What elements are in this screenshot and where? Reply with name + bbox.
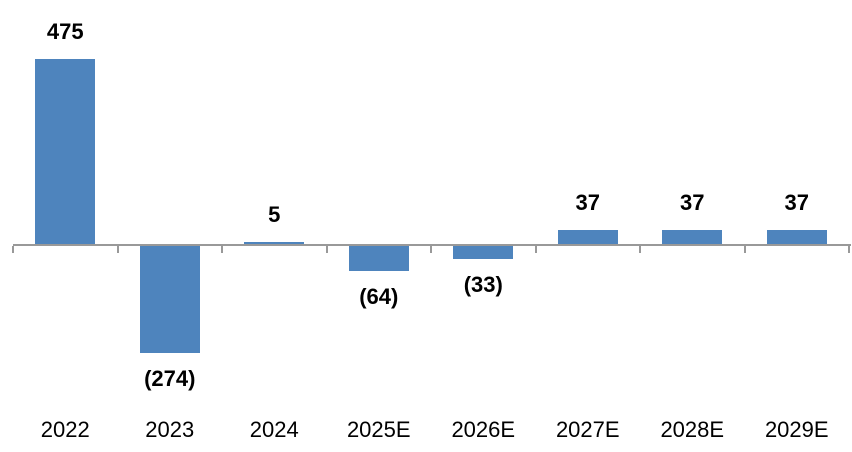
value-label: (274) <box>144 365 196 391</box>
value-label: 5 <box>268 202 281 228</box>
value-label: 37 <box>680 189 705 215</box>
x-axis-category-label: 2027E <box>555 417 620 442</box>
value-label: (33) <box>463 271 503 297</box>
bar <box>348 246 409 271</box>
x-axis-tick <box>325 246 328 253</box>
bar <box>244 242 305 244</box>
bar <box>453 246 514 259</box>
x-axis-category-label: 2023 <box>145 417 195 442</box>
value-label: 475 <box>46 19 84 44</box>
bar <box>662 229 723 244</box>
value-label: (64) <box>359 283 399 309</box>
x-axis-line <box>13 244 851 246</box>
x-axis-tick <box>534 246 537 253</box>
x-axis-category-label: 2029E <box>764 417 829 442</box>
x-axis-tick <box>743 246 746 253</box>
x-axis-tick <box>430 246 432 253</box>
x-axis-category-label: 2026E <box>451 417 516 442</box>
x-axis-category-label: 2022 <box>40 417 90 442</box>
bar <box>35 59 96 244</box>
bar <box>766 229 827 244</box>
bar <box>557 229 618 244</box>
value-label: 37 <box>784 189 809 215</box>
x-axis-tick <box>848 246 850 253</box>
x-axis-category-label: 2028E <box>660 417 725 442</box>
bar <box>139 246 200 353</box>
x-axis-tick <box>639 246 641 253</box>
x-axis-category-label: 2024 <box>249 417 299 442</box>
x-axis-tick <box>116 246 119 253</box>
x-axis-category-label: 2025E <box>346 417 411 442</box>
x-axis-tick <box>221 246 223 253</box>
value-label: 37 <box>575 189 600 215</box>
x-axis-tick <box>12 246 14 253</box>
